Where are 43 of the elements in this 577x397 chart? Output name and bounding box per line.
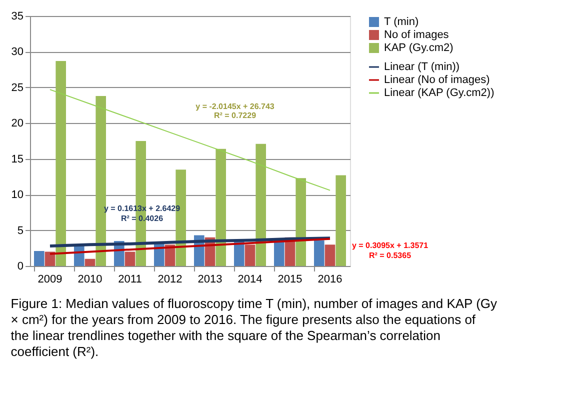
legend-label: Linear (T (min)) xyxy=(384,61,460,73)
x-tick-label: 2009 xyxy=(38,274,62,286)
y-tick-label: 15 xyxy=(11,153,24,166)
annotation: R² = 0.7229 xyxy=(214,111,257,120)
bar xyxy=(256,144,266,266)
annotation: y = -2.0145x + 26.743 xyxy=(196,102,275,111)
legend-label: No of images xyxy=(384,29,450,41)
x-tick-label: 2015 xyxy=(278,274,302,286)
y-tick-label: 10 xyxy=(11,189,24,202)
bar xyxy=(296,178,306,266)
bar xyxy=(244,244,256,266)
line-series xyxy=(49,238,331,255)
bar xyxy=(314,240,324,266)
legend-label: KAP (Gy.cm2) xyxy=(384,42,454,54)
y-tick-label: 25 xyxy=(11,82,24,94)
y-tick-label: 20 xyxy=(11,118,24,130)
bar xyxy=(34,251,44,266)
y-tick-label: 0 xyxy=(17,260,24,272)
bar xyxy=(336,175,346,266)
bar xyxy=(44,252,56,266)
bar xyxy=(324,244,336,266)
legend-label: Linear (KAP (Gy.cm2)) xyxy=(384,87,494,99)
y-tick-label: 35 xyxy=(11,10,24,22)
text: y = 0.3095x + 1.3571 xyxy=(352,241,429,250)
line-series xyxy=(48,236,332,248)
y-tick-label: 5 xyxy=(17,224,24,237)
legend-label: Linear (No of images) xyxy=(384,74,490,86)
x-tick-label: 2013 xyxy=(198,274,222,286)
caption: Figure 1: Median values of fluoroscopy time T (min), number of images and KAP (Gy × cm²) for the years from 2009 to 2016. The figure presents also the equations of the linear trendlines together with the square of the Spearman’s correlation coefficient (R²). xyxy=(10,296,498,359)
x-tick-label: 2012 xyxy=(158,274,182,286)
bar xyxy=(84,258,96,266)
bar xyxy=(124,252,136,266)
x-tick-label: 2011 xyxy=(118,274,142,286)
x-tick-label: 2016 xyxy=(318,274,342,286)
legend-label: T (min) xyxy=(384,16,419,28)
text: R² = 0.5365 xyxy=(368,251,412,260)
x-tick-label: 2010 xyxy=(78,274,102,286)
bar xyxy=(96,96,106,266)
bar xyxy=(56,61,66,266)
y-tick-label: 30 xyxy=(11,46,24,58)
line-series xyxy=(50,89,330,191)
bar xyxy=(216,148,226,266)
x-tick-label: 2014 xyxy=(238,274,262,286)
